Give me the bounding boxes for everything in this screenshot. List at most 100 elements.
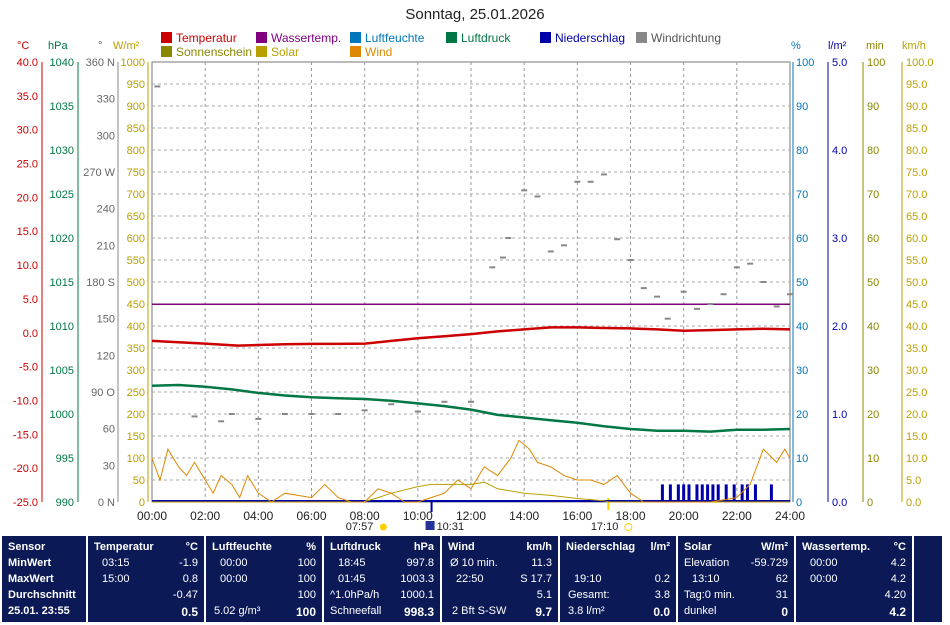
- stats-water-panel: Wassertemp. °C 00:00 4.2 00:00 4.2 4.20 4.2: [796, 536, 912, 622]
- hum-max-time: 00:00: [220, 573, 248, 585]
- press-snow: Schneefall: [330, 605, 382, 617]
- legend-swatch: [161, 32, 172, 43]
- direction-tick-label: 90 O: [91, 387, 115, 399]
- precipitation-bar: [769, 484, 773, 502]
- temp-min-val: -1.9: [179, 557, 198, 569]
- hum-min-val: 100: [297, 557, 316, 569]
- precipitation-bar: [660, 484, 664, 502]
- wind-mean-val: 5.1: [536, 589, 552, 601]
- press-max-time: 01:45: [338, 573, 366, 585]
- solar-noon-icon: [425, 521, 435, 530]
- legend-item: Sonnenschein: [161, 45, 252, 59]
- wind-tick-label: 85.0: [906, 123, 927, 135]
- windrichtung-point: [747, 262, 754, 265]
- direction-tick-label: 360 N: [86, 57, 115, 69]
- windrichtung-point: [773, 305, 780, 308]
- pressure-tick-label: 990: [56, 497, 74, 509]
- solar-tick-label: 450: [127, 299, 145, 311]
- pressure-tick-label: 1025: [50, 189, 74, 201]
- rain-header-unit: l/m²: [650, 541, 670, 553]
- legend-swatch: [446, 32, 457, 43]
- wind-header: Wind: [448, 541, 475, 553]
- wind-line: [151, 439, 791, 503]
- wind-avg-label: Ø 10 min.: [450, 557, 498, 569]
- sunshine-tick-label: 30: [867, 365, 879, 377]
- legend-item: Wind: [350, 45, 392, 59]
- sensor-header: Sensor: [8, 541, 46, 553]
- stats-sensor-panel: Sensor MinWert MaxWert Durchschnitt 25.0…: [2, 536, 86, 622]
- windrichtung-point: [521, 189, 528, 192]
- wind-tick-label: 10.0: [906, 453, 927, 465]
- rain-current-label: 3.8 l/m²: [568, 605, 605, 617]
- legend-swatch: [636, 32, 647, 43]
- windrichtung-point: [640, 287, 647, 290]
- windrichtung-point: [361, 409, 368, 412]
- legend-swatch: [256, 46, 267, 57]
- stats-panel: Sensor MinWert MaxWert Durchschnitt 25.0…: [0, 532, 950, 625]
- pressure-tick-label: 1035: [50, 101, 74, 113]
- pressure-tick-label: 1005: [50, 365, 74, 377]
- sunshine-tick-label: 80: [867, 145, 879, 157]
- sunshine-tick-label: 20: [867, 409, 879, 421]
- rain-max-time: 19:10: [574, 573, 602, 585]
- windrichtung-point: [228, 413, 235, 415]
- legend-item: Luftfeuchte: [350, 31, 424, 45]
- windrichtung-point: [787, 293, 793, 296]
- solar-current: 0: [781, 605, 788, 619]
- wind-tick-label: 20.0: [906, 409, 927, 421]
- plot-svg: 40.0 35.0 30.0 25.0 20.0 15.0 10.0 5.0 0.0 -5.0 -1…: [13, 57, 934, 532]
- hum-avg-val: 100: [297, 589, 316, 601]
- rain-unit: l/m²: [828, 40, 847, 52]
- precipitation-bar: [732, 484, 736, 502]
- wind-current: 9.7: [535, 605, 552, 619]
- water-current: 4.2: [889, 605, 906, 619]
- max-label: MaxWert: [8, 573, 54, 585]
- pressure-tick-label: 1015: [50, 277, 74, 289]
- temp-tick-label: 25.0: [17, 159, 38, 171]
- stats-spare-panel: [914, 536, 942, 622]
- solar-tick-label: 600: [127, 233, 145, 245]
- wind-tick-label: 5.0: [906, 475, 921, 487]
- direction-tick-label: 60: [103, 424, 115, 436]
- windrichtung-point: [191, 415, 198, 418]
- solar-tick-label: 850: [127, 123, 145, 135]
- sunshine-tick-label: 60: [867, 233, 879, 245]
- wind-tick-label: 25.0: [906, 387, 927, 399]
- legend-item: Niederschlag: [540, 31, 625, 45]
- solar-tick-label: 0: [139, 497, 145, 509]
- min-label: MinWert: [8, 557, 52, 569]
- sunshine-tick-label: 90: [867, 101, 879, 113]
- precipitation-bar: [687, 484, 691, 502]
- direction-tick-label: 0 N: [98, 497, 115, 509]
- hum-max-val: 100: [297, 573, 316, 585]
- humidity-tick-label: 10: [796, 453, 808, 465]
- windrichtung-point: [707, 303, 714, 305]
- wind-tick-label: 50.0: [906, 277, 927, 289]
- solar-elev-val: -59.729: [750, 557, 788, 569]
- temp-tick-label: 10.0: [17, 260, 38, 272]
- solar-tick-label: 800: [127, 145, 145, 157]
- windrichtung-point: [441, 400, 448, 403]
- temp-tick-label: 5.0: [23, 294, 38, 306]
- press-current: 998.3: [403, 605, 434, 619]
- solar-tick-label: 1000: [121, 57, 145, 69]
- windrichtung-point: [335, 413, 342, 415]
- windrichtung-point: [505, 237, 512, 239]
- solar-tick-label: 950: [127, 79, 145, 91]
- sunset-time: 17:10: [591, 521, 619, 532]
- windrichtung-point: [574, 180, 581, 183]
- x-tick-label: 22:00: [722, 509, 752, 523]
- temp-header: Temperatur: [94, 541, 154, 553]
- rain-total-val: 3.8: [654, 589, 670, 601]
- solar-tick-label: 900: [127, 101, 145, 113]
- solar-tick-label: 350: [127, 343, 145, 355]
- wind-tick-label: 75.0: [906, 167, 927, 179]
- press-trend-label: ^1.0hPa/h: [330, 589, 380, 601]
- humidity-tick-label: 30: [796, 365, 808, 377]
- temp-tick-label: -25.0: [13, 497, 38, 509]
- rain-total-label: Gesamt:: [568, 589, 610, 601]
- windrichtung-point: [627, 259, 634, 261]
- direction-tick-label: 210: [97, 240, 115, 252]
- solar-day-val: 31: [775, 589, 788, 601]
- temp-max-val: 0.8: [182, 573, 198, 585]
